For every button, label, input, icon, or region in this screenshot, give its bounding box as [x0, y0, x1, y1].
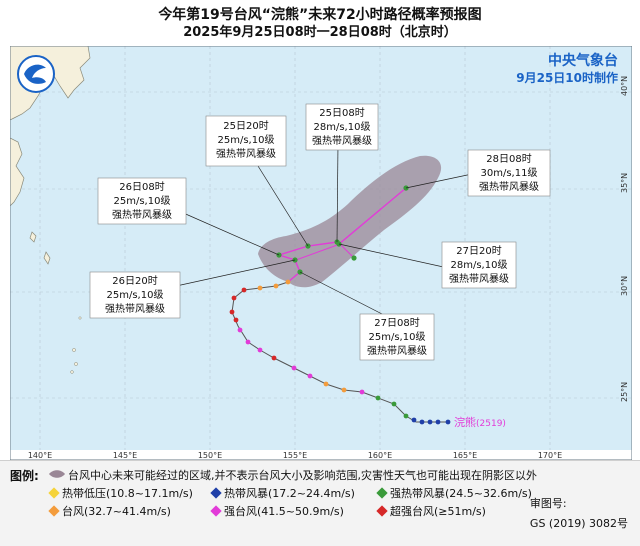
bottom-axis-band: [10, 450, 632, 460]
label-26d20h-time: 26日20时: [112, 275, 157, 287]
lat-label: 25°N: [620, 382, 629, 402]
approval-label: 审图号:: [529, 497, 567, 510]
tropical-storm-icon: [210, 487, 222, 499]
legend-item-sty: 强台风(41.5~50.9m/s): [224, 505, 344, 518]
lat-label: 30°N: [620, 276, 629, 296]
legend-item-ts: 热带风暴(17.2~24.4m/s): [224, 487, 355, 500]
label-27d20h-time: 27日20时: [456, 245, 501, 257]
lon-label: 155°E: [283, 451, 307, 460]
label-25d08h-grade: 强热带风暴级: [312, 134, 372, 147]
legend-panel: 图例: 台风中心未来可能经过的区域,并不表示台风大小及影响范围,灾害性天气也可能…: [0, 460, 640, 546]
lon-label: 150°E: [198, 451, 222, 460]
agency-block: 中央气象台 9月25日10时制作: [516, 52, 618, 86]
map-subtitle: 2025年9月25日08时一28日08时（北京时）: [183, 25, 457, 40]
lat-label: 35°N: [620, 173, 629, 193]
lon-label: 160°E: [368, 451, 392, 460]
severe-typhoon-icon: [210, 505, 222, 517]
legend-item-ty: 台风(32.7~41.4m/s): [62, 505, 171, 518]
label-boxes: [89, 103, 551, 361]
legend-item-superty: 超强台风(≥51m/s): [390, 505, 486, 518]
label-26d08h-speed: 25m/s,10级: [114, 195, 171, 207]
lon-label: 165°E: [453, 451, 477, 460]
legend-item-sts: 强热带风暴(24.5~32.6m/s): [390, 487, 532, 500]
cma-logo-icon: [17, 55, 55, 93]
label-25d20h-time: 25日20时: [223, 120, 268, 132]
past-track-points: [229, 279, 451, 425]
label-25d20h-grade: 强热带风暴级: [216, 147, 276, 160]
approval-number: 审图号: GS (2019) 3082号: [530, 494, 628, 534]
map-title: 今年第19号台风“浣熊”未来72小时路径概率预报图: [158, 7, 482, 23]
legend-item-td: 热带低压(10.8~17.1m/s): [62, 487, 193, 500]
tropical-depression-icon: [48, 487, 60, 499]
severe-tropical-storm-icon: [376, 487, 388, 499]
legend-cone-text: 台风中心未来可能经过的区域,并不表示台风大小及影响范围,灾害性天气也可能出现在阴…: [68, 469, 537, 482]
forecast-cone: [258, 155, 442, 288]
approval-code: GS (2019) 3082号: [529, 517, 628, 530]
label-25d08h-speed: 28m/s,10级: [314, 121, 371, 133]
map-area[interactable]: 25日20时 25m/s,10级 强热带风暴级 25日08时 28m/s,10级…: [9, 45, 633, 461]
label-25d08h-time: 25日08时: [319, 107, 364, 119]
label-27d20h-grade: 强热带风暴级: [449, 272, 509, 285]
label-28d08h-grade: 强热带风暴级: [479, 180, 539, 193]
super-typhoon-icon: [376, 505, 388, 517]
lon-label: 170°E: [538, 451, 562, 460]
leader-lines: [157, 143, 473, 315]
agency-name: 中央气象台: [548, 53, 618, 69]
legend-heading: 图例:: [10, 469, 39, 483]
label-26d20h-grade: 强热带风暴级: [105, 302, 165, 315]
label-26d08h-time: 26日08时: [119, 181, 164, 193]
label-27d20h-speed: 28m/s,10级: [451, 259, 508, 271]
typhoon-name: 浣熊(2519): [454, 415, 506, 429]
lon-label: 140°E: [28, 451, 52, 460]
typhoon-icon: [48, 505, 60, 517]
label-26d20h-speed: 25m/s,10级: [107, 289, 164, 301]
lon-label: 145°E: [113, 451, 137, 460]
label-27d08h-speed: 25m/s,10级: [369, 331, 426, 343]
title-bar: 今年第19号台风“浣熊”未来72小时路径概率预报图 2025年9月25日08时一…: [0, 0, 640, 46]
lat-label: 40°N: [620, 76, 629, 96]
label-28d08h-speed: 30m/s,11级: [481, 167, 538, 179]
label-27d08h-grade: 强热带风暴级: [367, 344, 427, 357]
cone-swatch-icon: [49, 470, 65, 478]
label-26d08h-grade: 强热带风暴级: [112, 208, 172, 221]
lon-axis-labels: 140°E 145°E 150°E 155°E 160°E 165°E 170°…: [28, 451, 562, 460]
label-28d08h-time: 28日08时: [486, 153, 531, 165]
lat-axis-labels: 40°N 35°N 30°N 25°N: [620, 76, 629, 402]
label-27d08h-time: 27日08时: [374, 317, 419, 329]
issue-time: 9月25日10时制作: [516, 71, 618, 85]
label-25d20h-speed: 25m/s,10级: [218, 134, 275, 146]
